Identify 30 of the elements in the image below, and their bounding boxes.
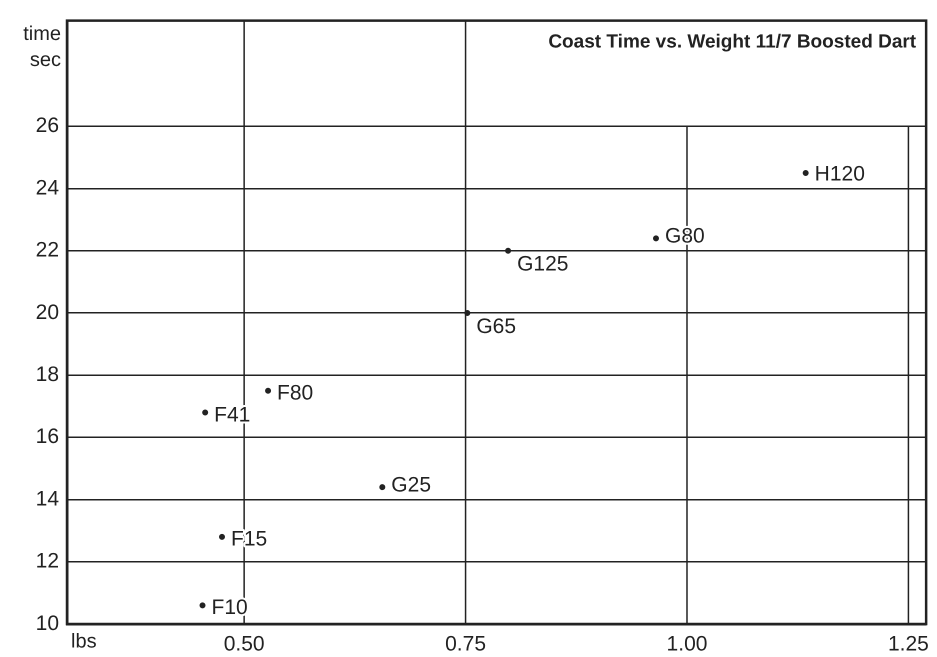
point (265, 388, 272, 394)
y-tick-label: 24 (36, 176, 60, 200)
annotation: G65 (476, 314, 516, 338)
x-axis-title: lbs (71, 630, 97, 653)
annotation: G25 (391, 473, 432, 496)
point (505, 248, 512, 254)
point (802, 170, 809, 176)
y-tick-label: 26 (36, 114, 59, 138)
x-tick-label: 0.75 (445, 632, 486, 656)
x-tick-label: 1.00 (666, 632, 708, 656)
text: Coast Time vs. Weight 11/7 Boosted Dart (548, 31, 917, 52)
point (202, 410, 208, 416)
annotation: G125 (517, 252, 568, 276)
point (464, 310, 470, 316)
point (200, 602, 206, 608)
y-tick-label: 14 (36, 487, 60, 510)
y-tick-label: 10 (36, 612, 59, 635)
annotation: F80 (277, 382, 314, 405)
point (652, 235, 659, 242)
y-axis-title: time sec (23, 23, 61, 72)
y-tick-label: 18 (36, 362, 59, 386)
x-tick-label: 1.25 (888, 632, 929, 656)
point (379, 484, 386, 490)
y-tick-label: 22 (36, 238, 59, 262)
annotation: H120 (814, 162, 865, 186)
y-tick-label: 16 (36, 425, 59, 448)
point (219, 534, 225, 540)
x-tick-label: 0.50 (224, 632, 265, 656)
y-tick-label: 20 (36, 300, 59, 324)
y-tick-label: 12 (36, 550, 59, 573)
